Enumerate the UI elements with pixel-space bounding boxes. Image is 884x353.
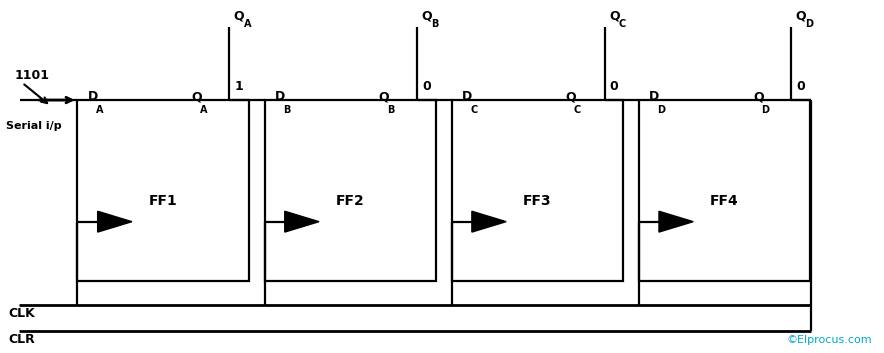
Text: 0: 0 xyxy=(796,80,804,93)
Text: D: D xyxy=(650,90,659,103)
Text: Q: Q xyxy=(609,10,620,23)
Text: 0: 0 xyxy=(423,80,431,93)
Text: FF2: FF2 xyxy=(336,194,364,208)
Text: Q: Q xyxy=(753,90,764,103)
Text: D: D xyxy=(275,90,286,103)
Text: B: B xyxy=(386,105,394,115)
Polygon shape xyxy=(659,211,693,232)
Text: CLK: CLK xyxy=(8,307,34,320)
Polygon shape xyxy=(97,211,132,232)
Text: Q: Q xyxy=(566,90,576,103)
Text: Q: Q xyxy=(192,90,202,103)
Text: FF3: FF3 xyxy=(523,194,552,208)
Bar xyxy=(78,100,248,281)
Text: FF4: FF4 xyxy=(710,194,739,208)
Text: Q: Q xyxy=(795,10,805,23)
Text: D: D xyxy=(462,90,472,103)
Text: 1101: 1101 xyxy=(14,69,50,82)
Text: D: D xyxy=(657,105,666,115)
Text: FF1: FF1 xyxy=(149,194,178,208)
Text: 1: 1 xyxy=(234,80,243,93)
Text: D: D xyxy=(88,90,98,103)
Text: 0: 0 xyxy=(610,80,619,93)
Polygon shape xyxy=(285,211,319,232)
Text: D: D xyxy=(804,19,812,29)
Text: Q: Q xyxy=(233,10,245,23)
Bar xyxy=(264,100,436,281)
Text: B: B xyxy=(283,105,290,115)
Text: C: C xyxy=(574,105,581,115)
Text: CLR: CLR xyxy=(8,333,34,346)
Text: Q: Q xyxy=(378,90,389,103)
Text: D: D xyxy=(761,105,769,115)
Text: A: A xyxy=(95,105,103,115)
Text: C: C xyxy=(470,105,477,115)
Text: ©Elprocus.com: ©Elprocus.com xyxy=(787,335,873,345)
Text: B: B xyxy=(431,19,438,29)
Text: Serial i/p: Serial i/p xyxy=(6,121,62,131)
Text: C: C xyxy=(619,19,626,29)
Bar xyxy=(639,100,810,281)
Bar xyxy=(452,100,623,281)
Text: A: A xyxy=(243,19,251,29)
Text: Q: Q xyxy=(422,10,432,23)
Polygon shape xyxy=(472,211,507,232)
Text: A: A xyxy=(200,105,207,115)
